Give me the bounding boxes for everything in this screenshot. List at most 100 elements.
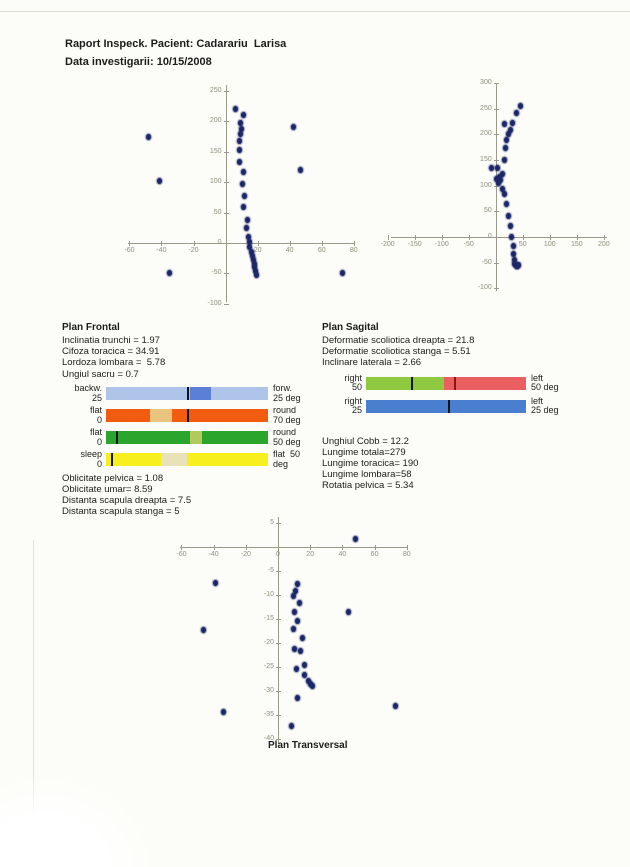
metric-line: Rotatia pelvica = 5.34 (322, 480, 414, 492)
y-tick-mark (223, 121, 229, 123)
x-tick-mark (441, 235, 443, 241)
data-point (212, 579, 218, 586)
x-tick-label: 150 (570, 241, 583, 249)
y-tick-mark (223, 90, 229, 92)
data-point (499, 186, 505, 193)
data-point (511, 250, 517, 257)
data-point (239, 181, 245, 188)
data-point (166, 269, 172, 276)
y-tick-mark (276, 738, 281, 740)
y-axis-line (278, 516, 279, 744)
y-tick-mark (276, 690, 281, 692)
data-point (245, 216, 251, 223)
data-point (293, 588, 299, 595)
y-tick-label: 200 (480, 130, 492, 138)
y-tick-mark (276, 523, 281, 525)
data-point (246, 244, 252, 251)
y-tick-label: -50 (481, 258, 492, 266)
y-tick-label: 250 (209, 86, 222, 94)
y-tick-label: 300 (480, 79, 492, 87)
x-tick-label: -20 (188, 247, 199, 255)
scan-curl-artifact (0, 770, 160, 867)
metric-line: Deformatie scoliotica dreapta = 21.8 (322, 335, 475, 346)
y-tick-mark (276, 594, 281, 596)
data-point (240, 112, 246, 119)
y-tick-label: 50 (213, 208, 222, 216)
y-tick-label: -10 (263, 590, 274, 598)
gauge-label-line: 50 (351, 382, 362, 393)
data-point (501, 120, 507, 127)
gauge-label-line: 50 deg (273, 436, 301, 447)
data-point (247, 239, 253, 246)
y-tick-mark (493, 237, 499, 239)
data-point (237, 130, 243, 137)
gauge-segment (149, 409, 173, 423)
data-point (295, 580, 301, 587)
data-point (238, 119, 244, 126)
metric-line: Inclinatia trunchi = 1.97 (62, 335, 160, 346)
data-point (291, 592, 297, 599)
gauge-label-line: 25 deg (531, 405, 559, 416)
gauge-left-label: sleep 0 (62, 450, 106, 469)
plan-frontal-extra-metrics: Oblicitate pelvica = 1.08 Oblicitate umar… (62, 473, 317, 518)
metric-line: Lungime toracica= 190 (322, 458, 419, 470)
x-tick-label: 80 (349, 247, 358, 255)
gauge-value-marker (454, 376, 456, 390)
data-point (232, 106, 238, 113)
data-point (240, 169, 246, 176)
data-point (294, 665, 300, 672)
metric-line: Unghiul Cobb = 12.2 (322, 435, 409, 447)
gauge-label-line: flat (89, 427, 102, 438)
x-tick-mark (406, 545, 408, 551)
data-point (245, 233, 251, 240)
data-point (513, 109, 519, 116)
metric-line: Inclinare laterala = 2.66 (322, 357, 422, 369)
data-point (157, 178, 163, 184)
gauge-right-label: flat 50 deg (268, 450, 300, 469)
gauge-label-line: sleep (80, 449, 102, 460)
y-tick-mark (493, 185, 499, 187)
data-point (392, 702, 398, 709)
gauge-label-line: backw. (74, 383, 102, 394)
x-tick-label: 60 (370, 551, 379, 559)
gauge-bar (366, 399, 526, 413)
x-tick-label: -60 (124, 247, 135, 255)
x-tick-mark (576, 235, 578, 241)
y-tick-label: -5 (267, 566, 274, 574)
data-point (497, 173, 503, 180)
metric-line: Lordoza lombara = 5.78 (62, 357, 166, 369)
gauge-label-line: round (273, 427, 297, 438)
data-point (238, 125, 244, 132)
x-tick-label: -200 (380, 241, 395, 249)
gauge-label-line: left (531, 372, 544, 383)
data-point (352, 535, 358, 542)
x-tick-label: 100 (543, 241, 556, 249)
data-point (298, 647, 304, 654)
data-point (291, 124, 297, 131)
x-tick-mark (129, 241, 131, 247)
data-point (250, 257, 256, 264)
gauge-label-line: 70 deg (273, 414, 301, 425)
x-tick-label: -40 (156, 247, 167, 255)
gauge-bar (106, 409, 268, 423)
x-tick-mark (289, 241, 291, 247)
transversal-chart-title: Plan Transversal (268, 740, 348, 751)
plan-sagital-metrics: Deformatie scoliotica dreapta = 21.8 Defo… (322, 335, 602, 369)
lateral-right-left-50-gauge: right 50 left 50 deg (322, 372, 602, 395)
x-tick-mark (374, 545, 376, 551)
metric-line: Deformatie scoliotica stanga = 5.51 (322, 346, 471, 358)
data-point (236, 146, 242, 153)
metric-line: Ungiul sacru = 0.7 (62, 368, 139, 380)
gauge-label-line: flat (89, 405, 102, 416)
gauge-label-line: right (344, 372, 362, 383)
data-point (502, 145, 508, 152)
data-point (346, 608, 352, 615)
gauge-label-line: round (273, 405, 297, 416)
lumbar-lordosis-gauge: flat 0 round 50 deg (62, 427, 317, 449)
data-point (340, 269, 346, 276)
x-tick-label: -100 (434, 241, 449, 249)
y-tick-mark (493, 160, 499, 162)
data-point (517, 102, 523, 109)
data-point (302, 671, 308, 678)
gauge-label-line: 25 (351, 405, 362, 416)
